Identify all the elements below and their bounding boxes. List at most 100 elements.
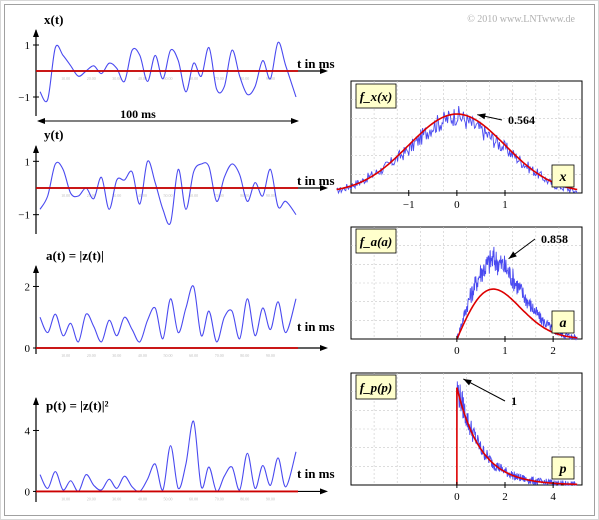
y-axis-label: x(t) bbox=[44, 12, 64, 27]
span-arrow-right bbox=[291, 118, 299, 124]
pdf-fit-curve bbox=[456, 387, 578, 486]
pdf-fit-curve bbox=[456, 288, 578, 340]
time-signal-chart-y: 10.00 20.00 30.00 40.00 50.00 60.00 70.00 80.00… bbox=[18, 127, 335, 234]
x-axis-arrow bbox=[320, 488, 328, 495]
x-tick-label: 2 bbox=[550, 345, 556, 357]
time-tick-label: 50.00 bbox=[164, 76, 173, 81]
time-tick-label: 40.00 bbox=[138, 76, 147, 81]
pdf-label-box bbox=[355, 83, 397, 109]
x-tick-label: −1 bbox=[403, 199, 415, 211]
var-label: p bbox=[559, 462, 567, 477]
pdf-histogram-trace bbox=[336, 105, 578, 195]
signal-line bbox=[39, 160, 297, 225]
peak-annotation: 1 bbox=[511, 394, 517, 408]
peak-annotation: 0.858 bbox=[541, 232, 568, 246]
pdf-chart-a: 0 1 2 f_a(a)a 0.858 bbox=[350, 226, 583, 357]
y-axis-arrow bbox=[33, 265, 39, 273]
y-tick-label: −1 bbox=[18, 92, 30, 104]
y-axis-label: p(t) = |z(t)|² bbox=[46, 398, 109, 413]
pdf-chart-x: −1 0 1 f_x(x)x 0.564 bbox=[336, 80, 583, 211]
y-axis-arrow bbox=[33, 29, 39, 37]
time-tick-label: 20.00 bbox=[87, 496, 96, 501]
time-tick-label: 60.00 bbox=[189, 193, 198, 198]
time-tick-label: 60.00 bbox=[189, 76, 198, 81]
time-tick-label: 10.00 bbox=[61, 76, 70, 81]
y-axis-arrow bbox=[33, 145, 39, 153]
var-label: x bbox=[559, 170, 567, 185]
time-signal-chart-x: 10.00 20.00 30.00 40.00 50.00 60.00 70.00 80.00… bbox=[18, 12, 335, 124]
time-tick-label: 90.00 bbox=[266, 496, 275, 501]
time-tick-label: 70.00 bbox=[215, 496, 224, 501]
span-label: 100 ms bbox=[120, 107, 156, 121]
y-tick-label: 1 bbox=[25, 156, 31, 168]
pdf-label-box bbox=[355, 228, 397, 254]
time-tick-label: 10.00 bbox=[61, 353, 70, 358]
y-tick-label: 1 bbox=[25, 40, 31, 52]
copyright-text: © 2010 www.LNTwww.de bbox=[467, 14, 575, 25]
peak-annotation: 0.564 bbox=[508, 113, 535, 127]
y-tick-label: 0 bbox=[25, 486, 31, 498]
time-tick-label: 80.00 bbox=[240, 496, 249, 501]
time-tick-label: 10.00 bbox=[61, 193, 70, 198]
x-axis-arrow bbox=[320, 345, 328, 351]
span-arrow-left bbox=[37, 118, 45, 124]
time-tick-label: 70.00 bbox=[215, 76, 224, 81]
pdf-chart-p: 0 2 4 f_p(p)p 1 bbox=[350, 372, 583, 503]
y-axis-label: y(t) bbox=[44, 127, 64, 142]
x-tick-label: 0 bbox=[454, 199, 460, 211]
x-tick-label: 4 bbox=[550, 491, 556, 503]
annotation-arrowhead bbox=[508, 251, 517, 259]
time-tick-label: 20.00 bbox=[87, 76, 96, 81]
time-tick-label: 60.00 bbox=[189, 353, 198, 358]
time-tick-label: 40.00 bbox=[138, 496, 147, 501]
time-tick-label: 70.00 bbox=[215, 353, 224, 358]
time-tick-label: 30.00 bbox=[112, 193, 121, 198]
pdf-label: f_a(a) bbox=[360, 234, 393, 249]
pdf-label: f_x(x) bbox=[360, 89, 393, 104]
pdf-label: f_p(p) bbox=[360, 380, 393, 395]
pdf-label-box bbox=[355, 374, 397, 400]
x-tick-label: 1 bbox=[502, 345, 508, 357]
x-axis-label: t in ms bbox=[297, 56, 335, 71]
time-tick-label: 80.00 bbox=[240, 353, 249, 358]
var-label-box bbox=[551, 164, 575, 188]
time-tick-label: 20.00 bbox=[87, 193, 96, 198]
pdf-fit-curve bbox=[336, 113, 578, 191]
time-tick-label: 10.00 bbox=[61, 496, 70, 501]
y-tick-label: −1 bbox=[18, 210, 30, 222]
signal-line bbox=[39, 285, 297, 343]
x-axis-arrow bbox=[320, 185, 328, 191]
time-tick-label: 30.00 bbox=[112, 76, 121, 81]
x-axis-label: t in ms bbox=[297, 466, 335, 481]
var-label: a bbox=[560, 316, 567, 331]
time-signal-chart-p: 10.00 20.00 30.00 40.00 50.00 60.00 70.00 80.00… bbox=[25, 397, 335, 502]
y-axis-arrow bbox=[33, 397, 39, 405]
time-tick-label: 50.00 bbox=[164, 496, 173, 501]
time-tick-label: 90.00 bbox=[266, 353, 275, 358]
signal-line bbox=[39, 420, 297, 493]
x-axis-arrow bbox=[320, 68, 328, 74]
time-tick-label: 30.00 bbox=[112, 496, 121, 501]
var-label-box bbox=[551, 456, 575, 480]
y-tick-label: 4 bbox=[25, 425, 31, 437]
y-axis-label: a(t) = |z(t)| bbox=[46, 248, 104, 263]
x-axis-label: t in ms bbox=[297, 319, 335, 334]
y-tick-label: 0 bbox=[25, 343, 31, 355]
x-tick-label: 1 bbox=[502, 199, 508, 211]
x-axis-label: t in ms bbox=[297, 173, 335, 188]
signal-line bbox=[39, 41, 297, 103]
time-tick-label: 20.00 bbox=[87, 353, 96, 358]
x-tick-label: 0 bbox=[454, 345, 460, 357]
time-tick-label: 60.00 bbox=[189, 496, 198, 501]
x-tick-label: 0 bbox=[454, 491, 460, 503]
time-signal-chart-a: 10.00 20.00 30.00 40.00 50.00 60.00 70.00 80.00… bbox=[25, 248, 335, 358]
annotation-arrowhead bbox=[477, 113, 486, 120]
time-tick-label: 50.00 bbox=[164, 353, 173, 358]
var-label-box bbox=[551, 310, 575, 334]
time-tick-label: 50.00 bbox=[164, 193, 173, 198]
x-tick-label: 2 bbox=[502, 491, 508, 503]
time-tick-label: 80.00 bbox=[240, 76, 249, 81]
time-tick-label: 40.00 bbox=[138, 353, 147, 358]
time-tick-label: 30.00 bbox=[112, 353, 121, 358]
